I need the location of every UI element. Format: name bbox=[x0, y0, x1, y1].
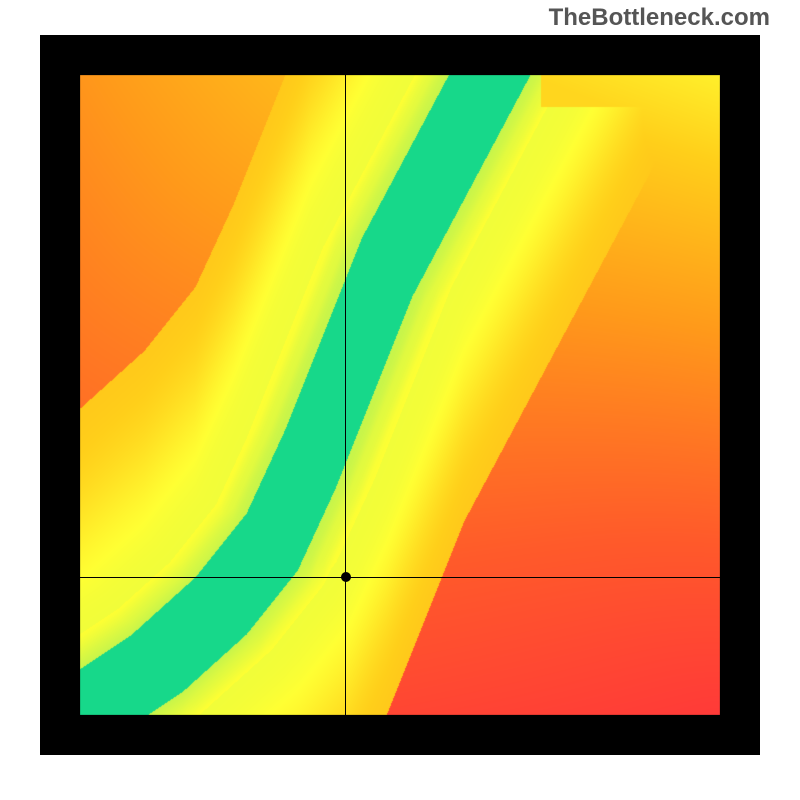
watermark-text: TheBottleneck.com bbox=[549, 4, 770, 32]
plot-frame bbox=[40, 35, 760, 755]
chart-root: TheBottleneck.com bbox=[0, 0, 800, 800]
heatmap-plot-area bbox=[40, 35, 760, 755]
